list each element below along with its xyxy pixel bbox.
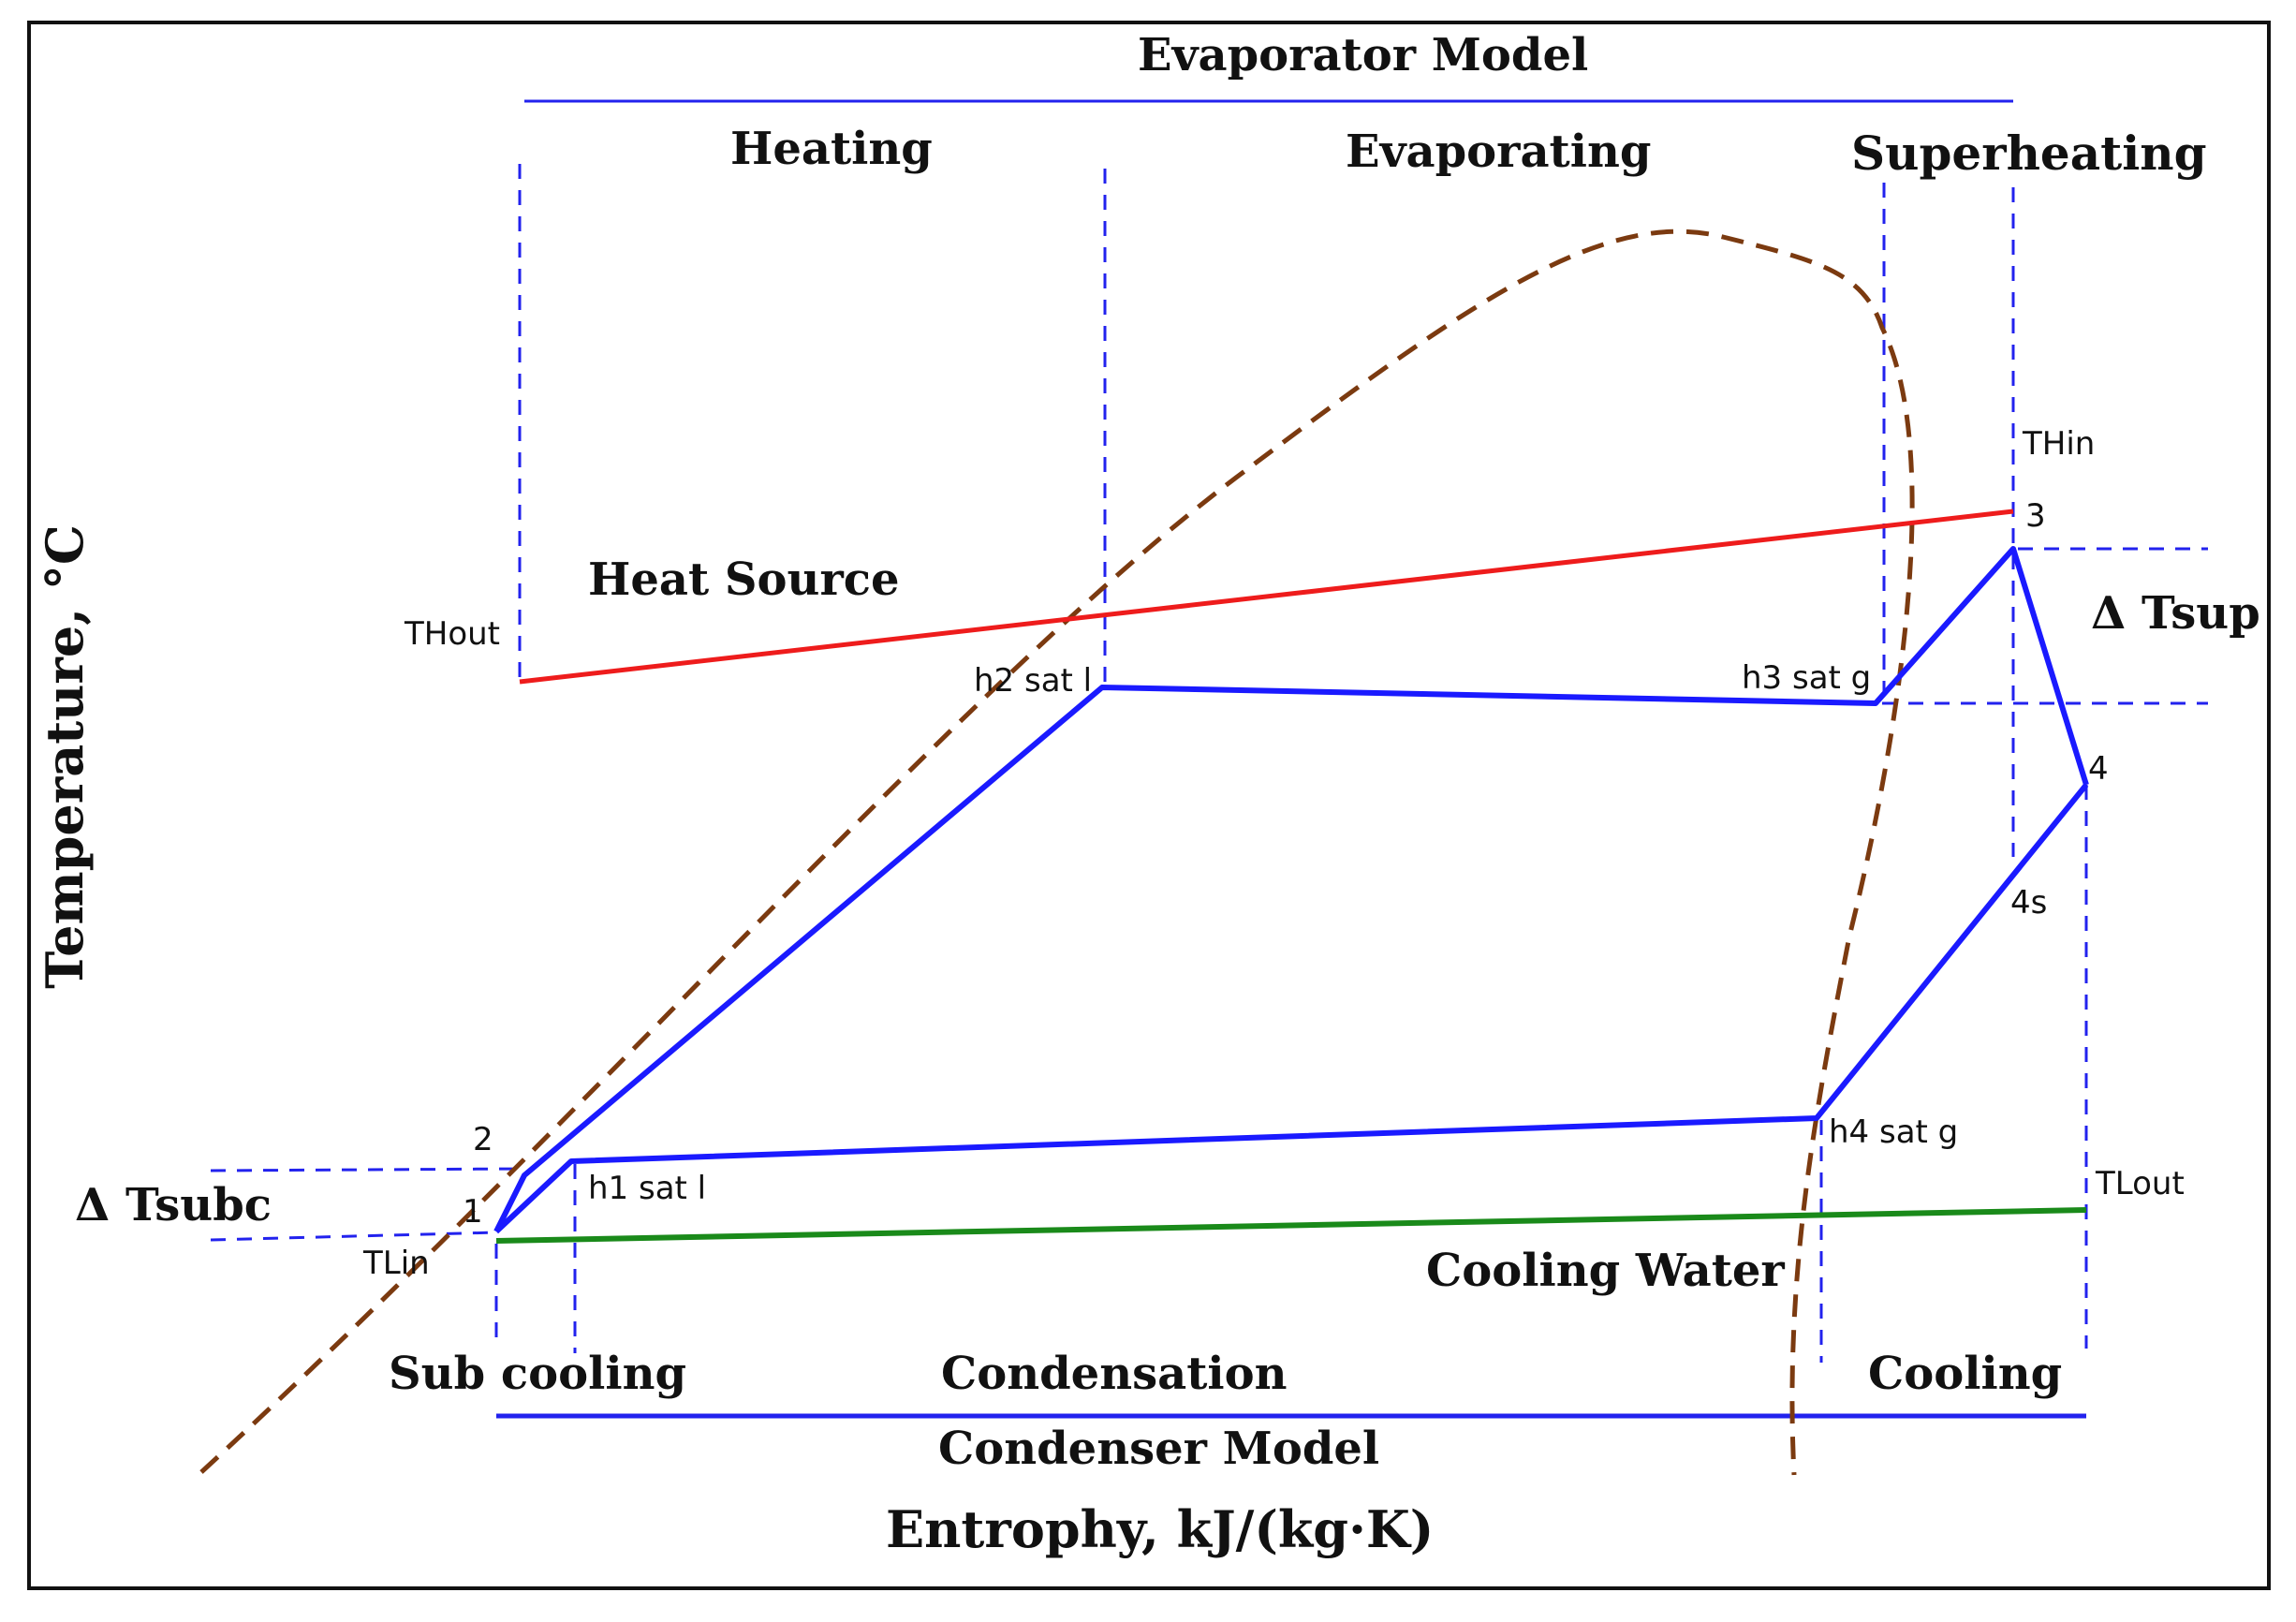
y-axis-label: Temperature, °C xyxy=(35,524,95,989)
heat-source-line xyxy=(519,509,2014,685)
tlout-label: TLout xyxy=(2095,1165,2185,1202)
evaporating-zone-label: Evaporating xyxy=(1346,125,1651,178)
diagram-frame xyxy=(27,21,2271,1590)
condenser-model-label: Condenser Model xyxy=(938,1423,1379,1475)
superheating-zone-label: Superheating xyxy=(1851,125,2207,181)
h4-sat-g-label: h4 sat g xyxy=(1829,1113,1958,1151)
tlin-label: TLin xyxy=(362,1245,430,1282)
subcool-upper-guide xyxy=(210,1167,525,1172)
heating-zone-label: Heating xyxy=(730,123,933,175)
h2-sat-l-label: h2 sat l xyxy=(974,662,1092,700)
subcool-lower-guide xyxy=(210,1231,497,1242)
state-point-4-label: 4 xyxy=(2088,750,2109,788)
h3-sat-g-label: h3 sat g xyxy=(1742,659,1871,697)
x-axis-label: Entrophy, kJ/(kg·K) xyxy=(886,1499,1434,1559)
cooling-water-line xyxy=(495,1207,2087,1244)
state-point-4s-label: 4s xyxy=(2010,884,2047,922)
thout-label: THout xyxy=(404,615,500,653)
state-point-2-label: 2 xyxy=(473,1121,493,1158)
state-point-1-label: 1 xyxy=(463,1193,483,1231)
evaporator-model-label: Evaporator Model xyxy=(1138,29,1588,81)
thin-label: THin xyxy=(2022,425,2095,463)
evaporator-cycle-path xyxy=(493,546,2089,1233)
delta-tsup-label: Δ Tsup xyxy=(2091,587,2260,640)
delta-tsubc-label: Δ Tsubc xyxy=(75,1179,272,1231)
heat-source-label: Heat Source xyxy=(588,553,900,606)
cooling-water-label: Cooling Water xyxy=(1426,1245,1785,1297)
subcooling-zone-label: Sub cooling xyxy=(389,1348,686,1400)
saturation-dome-curve xyxy=(199,229,1915,1476)
h1-sat-l-label: h1 sat l xyxy=(588,1170,706,1207)
condensation-zone-label: Condensation xyxy=(941,1348,1288,1400)
condenser-cycle-path xyxy=(493,783,2089,1234)
cooling-zone-label: Cooling xyxy=(1868,1348,2062,1400)
state-point-3-label: 3 xyxy=(2025,497,2046,535)
